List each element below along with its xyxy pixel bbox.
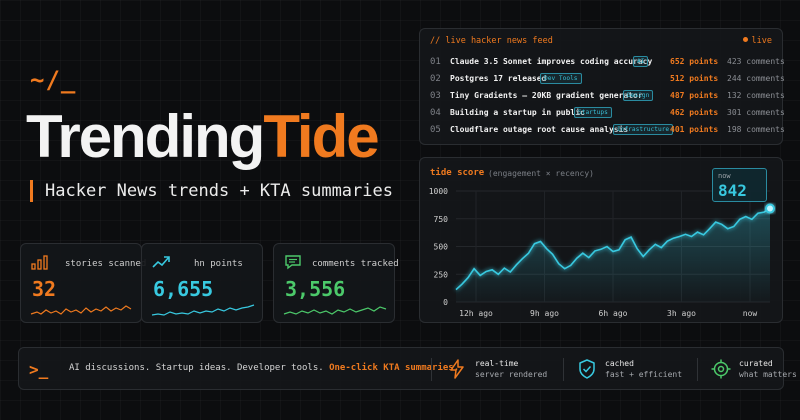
feed-item-comments[interactable]: 132 comments (727, 91, 785, 100)
x-tick-label: 9h ago (530, 309, 559, 318)
chart-subtitle: (engagement × recency) (488, 169, 594, 178)
feed-item-title[interactable]: Claude 3.5 Sonnet improves coding accura… (450, 57, 653, 66)
tide-series-line (455, 207, 771, 291)
footer-tagline: AI discussions. Startup ideas. Developer… (69, 363, 459, 373)
feed-item-tag[interactable]: Infrastructure (613, 124, 674, 135)
target-icon (711, 359, 731, 379)
stat-value: 3,556 (285, 277, 346, 301)
feature-title: curated (739, 359, 773, 368)
feed-item-title[interactable]: Cloudflare outage root cause analysis (450, 125, 629, 134)
feature-title: cached (605, 359, 634, 368)
feed-item-tag[interactable]: AI (633, 56, 649, 67)
x-tick-label: 3h ago (667, 309, 696, 318)
feed-item[interactable]: 03 Tiny Gradients – 20KB gradient genera… (430, 89, 785, 103)
feed-item-tag[interactable]: Dev Tools (540, 73, 582, 84)
logo-mark: ~/_ (30, 66, 77, 94)
points-sparkline (151, 304, 255, 316)
footer-bar: >_ AI discussions. Startup ideas. Develo… (18, 347, 797, 390)
now-label: now (718, 172, 731, 180)
feed-item[interactable]: 01 Claude 3.5 Sonnet improves coding acc… (430, 55, 785, 69)
feed-item-points: 462 points (670, 108, 719, 117)
tide-area-fill (456, 208, 770, 302)
stat-label: comments tracked (312, 259, 399, 269)
feed-item-comments[interactable]: 301 comments (727, 108, 785, 117)
feed-item-points: 652 points (670, 57, 719, 66)
y-tick-label: 0 (443, 298, 448, 307)
footer-text-main: AI discussions. Startup ideas. Developer… (69, 363, 324, 373)
comment-icon (285, 255, 301, 270)
x-tick-label: now (743, 309, 758, 318)
feed-item-rank: 01 (430, 57, 441, 67)
live-indicator: live (742, 36, 772, 46)
y-tick-label: 1000 (429, 187, 448, 196)
stat-label: stories scanned (65, 259, 147, 269)
feature-title: real-time (475, 359, 519, 368)
live-label: live (751, 36, 772, 46)
feed-item[interactable]: 02 Postgres 17 released Dev Tools 512 po… (430, 72, 785, 86)
feed-item-tag[interactable]: Startups (574, 107, 612, 118)
y-tick-label: 500 (434, 243, 449, 252)
shield-check-icon (579, 359, 595, 379)
bar-chart-icon (31, 255, 48, 270)
feed-item-comments[interactable]: 244 comments (727, 74, 785, 83)
feed-item-title[interactable]: Postgres 17 released (450, 74, 547, 83)
feed-item-rank: 05 (430, 125, 441, 135)
feature-subtitle: server rendered (475, 370, 548, 379)
live-dot-icon (742, 37, 748, 42)
stat-value: 32 (32, 277, 57, 301)
brand-title-part2: Tide (263, 103, 379, 170)
divider (563, 358, 564, 381)
stat-card-stories: stories scanned 32 (20, 243, 146, 323)
feature-subtitle: what matters (739, 370, 797, 379)
feed-item-rank: 03 (430, 91, 441, 101)
stat-label: hn points (194, 259, 243, 269)
feed-item-title[interactable]: Tiny Gradients – 20KB gradient generator (450, 91, 643, 100)
stories-sparkline (30, 305, 132, 315)
stat-card-points: hn points 6,655 (141, 243, 263, 323)
x-tick-label: 12h ago (459, 309, 493, 318)
feed-item-tag[interactable]: Design (623, 90, 654, 101)
terminal-prompt-icon: >_ (29, 360, 49, 379)
lightning-icon (450, 359, 464, 379)
live-feed-panel: // live hacker news feed live 01 Claude … (419, 28, 785, 145)
divider (697, 358, 698, 381)
trending-up-icon (152, 256, 170, 268)
stat-card-comments: comments tracked 3,556 (273, 243, 399, 323)
feed-item-points: 512 points (670, 74, 719, 83)
feed-item-title[interactable]: Building a startup in public (450, 108, 585, 117)
feed-item-comments[interactable]: 198 comments (727, 125, 785, 134)
brand-title-part1: Trending (26, 103, 265, 170)
now-value: 842 (718, 181, 747, 200)
comments-sparkline (283, 306, 387, 315)
feed-item-points: 487 points (670, 91, 719, 100)
feature-subtitle: fast + efficient (605, 370, 683, 379)
tide-current-point (765, 203, 775, 214)
y-tick-label: 750 (434, 215, 449, 224)
stat-value: 6,655 (153, 277, 214, 301)
y-tick-label: 250 (434, 270, 449, 279)
feed-item-comments[interactable]: 423 comments (727, 57, 785, 66)
tide-score-chart-panel: 0 250 500 750 1000 12h ago 9h ago 6h ago 3h ago… (419, 157, 783, 323)
feed-item-rank: 02 (430, 74, 441, 84)
feed-title: // live hacker news feed (430, 36, 553, 46)
tagline: Hacker News trends + KTA summaries (30, 180, 393, 202)
feed-item-points: 401 points (670, 125, 719, 134)
now-score-badge: now 842 (712, 168, 767, 202)
brand-title: TrendingTide (26, 102, 380, 172)
divider (431, 358, 432, 381)
tide-score-chart: 0 250 500 750 1000 12h ago 9h ago 6h ago 3h ago… (429, 187, 775, 318)
feed-item[interactable]: 05 Cloudflare outage root cause analysis… (430, 123, 785, 137)
footer-text-highlight: One-click KTA summaries. (329, 363, 460, 373)
x-tick-label: 6h ago (599, 309, 628, 318)
feed-item-rank: 04 (430, 108, 441, 118)
chart-title: tide score (430, 168, 485, 178)
feed-item[interactable]: 04 Building a startup in public Startups… (430, 106, 785, 120)
